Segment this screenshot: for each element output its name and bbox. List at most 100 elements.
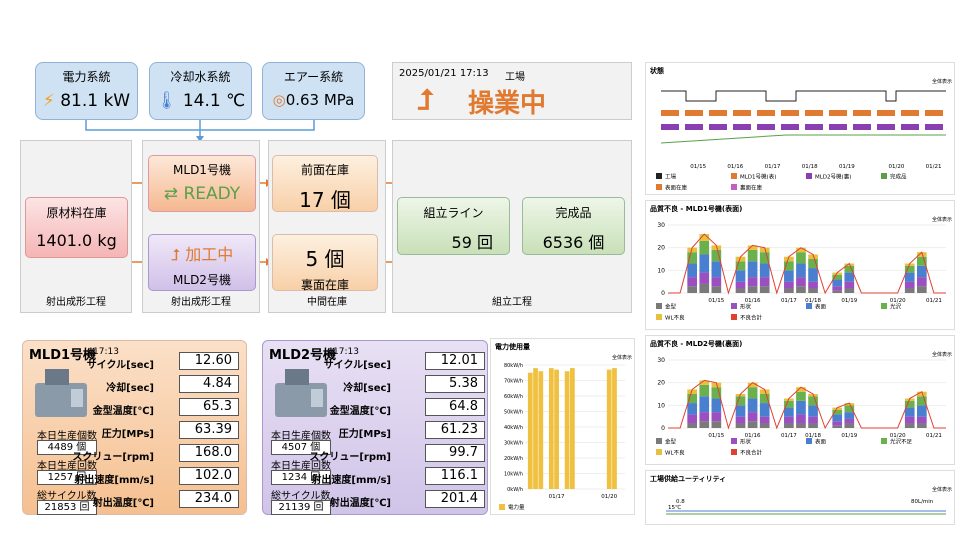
value: ◎0.63 MPa [263, 91, 364, 109]
value: 🌡 14.1 ℃ [150, 91, 251, 111]
param-label: 射出温度[℃] [329, 498, 391, 509]
label: 原材料在庫 [46, 206, 107, 220]
utility-card: 冷却水系統 🌡 14.1 ℃ [149, 62, 252, 120]
machine-top [285, 369, 309, 385]
machine-name: MLD2号機 [269, 348, 337, 363]
counter-label: 総サイクル数 [271, 491, 331, 502]
value: 81.1 kW [60, 91, 131, 111]
param-label: 射出温度[℃] [92, 498, 154, 509]
y-tick-label: 50kW/h [504, 410, 523, 416]
bar-segment [735, 288, 746, 293]
legend-label: 表面 [815, 438, 827, 446]
bar-segment [844, 288, 855, 293]
y-tick-label: 60kW/h [504, 394, 523, 400]
bar-segment [832, 279, 843, 287]
bar [548, 368, 554, 489]
bar-segment [687, 423, 698, 428]
machine-time: 17:13 [333, 347, 359, 357]
bar-segment [699, 421, 710, 428]
assembly-box: 組立ライン 59 回 [397, 197, 510, 255]
y-tick-label: 30 [657, 357, 665, 364]
legend-label: 表面在庫 [665, 184, 688, 192]
back-box: 5 個裏面在庫 [272, 234, 378, 292]
zoom-button[interactable]: 全体表示 [932, 351, 952, 358]
bar-segment [747, 249, 758, 262]
chart-title: 電力使用量 [495, 342, 530, 351]
machine-time: 17:13 [93, 347, 119, 357]
param-label: 冷却[sec] [343, 383, 391, 394]
counter-value: 1257 回 [37, 470, 97, 485]
label: 前面在庫 [300, 163, 349, 177]
x-tick-label: 01/17 [549, 494, 565, 500]
bar-segment [687, 394, 698, 404]
bar-segment [832, 286, 843, 291]
bar-segment [808, 281, 818, 289]
x-tick-label: 01/18 [802, 164, 818, 170]
y-tick-label: 70kW/h [504, 379, 523, 385]
state-line [661, 90, 946, 102]
zoom-button[interactable]: 全体表示 [932, 486, 952, 493]
bar-segment [808, 423, 818, 428]
param-value: 5.38 [425, 375, 485, 393]
bar-segment [759, 277, 770, 287]
bar [533, 368, 538, 489]
counter-label: 本日生産回数 [37, 461, 97, 472]
value: 14.1 ℃ [182, 91, 246, 111]
param-label: スクリュー[rpm] [309, 452, 391, 463]
bar-segment [711, 286, 722, 293]
legend-swatch [656, 173, 662, 179]
bar-segment [808, 416, 818, 424]
machine-panel: MLD1号機 17:13 本日生産個数 4489 個本日生産回数 1257 回総サイクル… [22, 340, 247, 515]
stage-label: 射出成形工程 [46, 297, 106, 308]
value: 1401.0 kg [36, 231, 117, 250]
x-tick-label: 01/19 [841, 298, 857, 304]
zoom-button[interactable]: 全体表示 [612, 354, 632, 361]
datetime: 2025/01/21 17:13 [399, 68, 489, 79]
x-tick-label: 01/20 [890, 433, 906, 439]
param-label: スクリュー[rpm] [72, 452, 154, 463]
chart-title: 品質不良 - MLD1号機(表面) [650, 204, 742, 213]
legend-swatch [881, 438, 887, 444]
bar-segment [699, 396, 710, 413]
zoom-button[interactable]: 全体表示 [932, 216, 952, 223]
bar-segment [832, 421, 843, 426]
bar-segment [711, 277, 722, 287]
bar-segment [832, 407, 843, 410]
y-tick-label: 0 [661, 425, 665, 432]
zoom-button[interactable]: 全体表示 [932, 78, 952, 85]
legend-swatch [656, 314, 662, 320]
legend-swatch [731, 314, 737, 320]
param-value: 4.84 [179, 375, 239, 393]
bar-segment [904, 265, 915, 273]
value: 17 個 [299, 188, 351, 212]
bar-segment [735, 416, 746, 424]
legend-label: 金型 [665, 438, 677, 446]
bar-segment [784, 407, 794, 417]
state-chart: 状態 全体表示 01/15 01/16 01/17 01/18 01/19 01/20 01/2… [645, 62, 955, 195]
bar-segment [796, 277, 806, 287]
bar-segment [735, 423, 746, 428]
material-box: 原材料在庫 1401.0 kg [25, 197, 128, 258]
bar-segment [916, 416, 927, 424]
bar-segment [796, 247, 806, 253]
mld2-box: ⮥ 加工中 MLD2号機 [148, 234, 256, 291]
bar-segment [916, 277, 927, 287]
bar-segment [832, 274, 843, 280]
x-tick-label: 01/20 [890, 298, 906, 304]
legend-swatch [656, 303, 662, 309]
label: 裏面在庫 [300, 278, 349, 292]
counter-value: 21139 回 [271, 500, 331, 515]
bar-segment [844, 423, 855, 428]
bar-segment [747, 261, 758, 278]
stage-label: 中間在庫 [307, 297, 347, 308]
legend-swatch [881, 173, 887, 179]
x-tick-label: 01/15 [708, 298, 724, 304]
icon: ⚡ [42, 91, 55, 111]
machine-name: MLD1号機 [29, 348, 97, 363]
bar-segment [916, 391, 927, 397]
label: 電力系統 [62, 70, 111, 84]
bar-segment [699, 234, 710, 241]
counter-label: 本日生産個数 [271, 431, 331, 442]
bar-segment [796, 387, 806, 392]
